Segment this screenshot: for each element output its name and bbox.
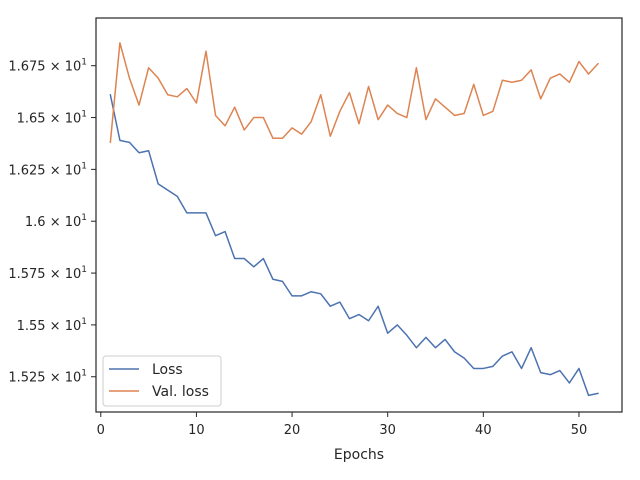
x-tick-label: 40 — [475, 423, 492, 438]
series-layer — [109, 42, 599, 397]
y-tick-label: 1.6 × 101 — [25, 213, 87, 230]
y-tick-label: 1.55 × 101 — [17, 317, 87, 334]
y-tick-label: 1.675 × 101 — [8, 58, 87, 75]
series-line-val-loss — [109, 42, 599, 144]
y-tick-label: 1.575 × 101 — [8, 265, 87, 282]
x-tick-label: 0 — [97, 423, 105, 438]
x-axis: 0 10 20 30 40 50 — [97, 412, 588, 438]
x-tick-label: 10 — [188, 423, 205, 438]
y-axis: 1.525 × 101 1.55 × 101 1.575 × 101 1.6 × 10… — [8, 58, 96, 386]
y-tick-label: 1.525 × 101 — [8, 369, 87, 386]
series-line-loss — [109, 93, 599, 397]
legend-label-loss: Loss — [152, 362, 183, 378]
y-tick-label: 1.625 × 101 — [8, 161, 87, 178]
x-tick-label: 30 — [379, 423, 396, 438]
legend: Loss Val. loss — [102, 355, 222, 407]
x-tick-label: 50 — [571, 423, 588, 438]
plot-background — [96, 18, 622, 412]
x-tick-label: 20 — [284, 423, 301, 438]
legend-label-val-loss: Val. loss — [152, 384, 209, 400]
y-tick-label: 1.65 × 101 — [17, 110, 87, 127]
plot-frame — [95, 17, 623, 413]
x-axis-label: Epochs — [334, 447, 384, 463]
